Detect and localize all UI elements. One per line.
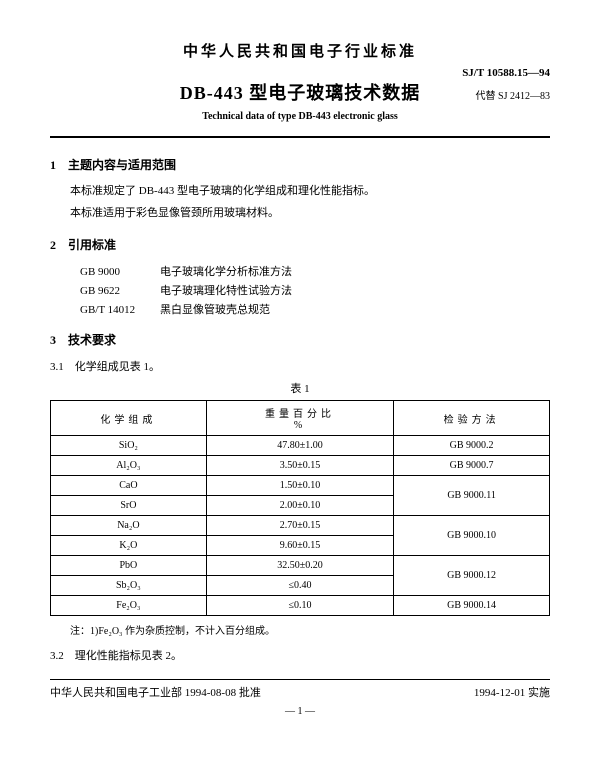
section-3-1: 3.1 化学组成见表 1。 <box>50 358 550 374</box>
table-row: CaO1.50±0.10GB 9000.11 <box>51 476 550 496</box>
table-row: Na₂O2.70±0.15GB 9000.10 <box>51 516 550 536</box>
section-1-title: 1 主题内容与适用范围 <box>50 156 550 173</box>
section-2-title: 2 引用标准 <box>50 236 550 253</box>
table-note: 注：1)Fe₂O₃ 作为杂质控制，不计入百分组成。 <box>70 622 550 637</box>
table-header-row: 化学组成 重量百分比 % 检验方法 <box>51 401 550 436</box>
footer-row: 中华人民共和国电子工业部 1994-08-08 批准 1994-12-01 实施 <box>50 684 550 700</box>
section-1-p1: 本标准规定了 DB-443 型电子玻璃的化学组成和理化性能指标。 <box>70 183 550 201</box>
ref-item: GB 9622电子玻璃理化特性试验方法 <box>80 282 550 298</box>
standard-code: SJ/T 10588.15—94 <box>462 67 550 79</box>
footer-left: 中华人民共和国电子工业部 1994-08-08 批准 <box>50 684 261 700</box>
org-title: 中华人民共和国电子行业标准 <box>50 40 550 61</box>
col-composition: 化学组成 <box>51 401 207 436</box>
ref-item: GB 9000电子玻璃化学分析标准方法 <box>80 263 550 279</box>
divider-bottom <box>50 679 550 680</box>
title-row: SJ/T 10588.15—94 DB-443 型电子玻璃技术数据 代替 SJ … <box>50 79 550 105</box>
footer-right: 1994-12-01 实施 <box>474 684 550 700</box>
table-body: SiO₂47.80±1.00GB 9000.2 Al₂O₃3.50±0.15GB… <box>51 436 550 616</box>
section-3-2: 3.2 理化性能指标见表 2。 <box>50 647 550 663</box>
table-row: Fe₂O₃≤0.10GB 9000.14 <box>51 596 550 616</box>
footer: 中华人民共和国电子工业部 1994-08-08 批准 1994-12-01 实施… <box>50 679 550 717</box>
replace-code: 代替 SJ 2412—83 <box>476 87 550 102</box>
col-method: 检验方法 <box>394 401 550 436</box>
document-page: 中华人民共和国电子行业标准 SJ/T 10588.15—94 DB-443 型电… <box>0 0 600 737</box>
table-row: PbO32.50±0.20GB 9000.12 <box>51 556 550 576</box>
english-title: Technical data of type DB-443 electronic… <box>50 111 550 122</box>
divider-top <box>50 136 550 138</box>
table-row: Al₂O₃3.50±0.15GB 9000.7 <box>51 456 550 476</box>
table-row: SiO₂47.80±1.00GB 9000.2 <box>51 436 550 456</box>
table-1: 化学组成 重量百分比 % 检验方法 SiO₂47.80±1.00GB 9000.… <box>50 400 550 616</box>
table-1-caption: 表 1 <box>50 380 550 396</box>
page-number: — 1 — <box>50 706 550 717</box>
section-3-title: 3 技术要求 <box>50 331 550 348</box>
ref-item: GB/T 14012黑白显像管玻壳总规范 <box>80 301 550 317</box>
col-percent: 重量百分比 % <box>206 401 393 436</box>
section-1-p2: 本标准适用于彩色显像管颈所用玻璃材料。 <box>70 205 550 223</box>
